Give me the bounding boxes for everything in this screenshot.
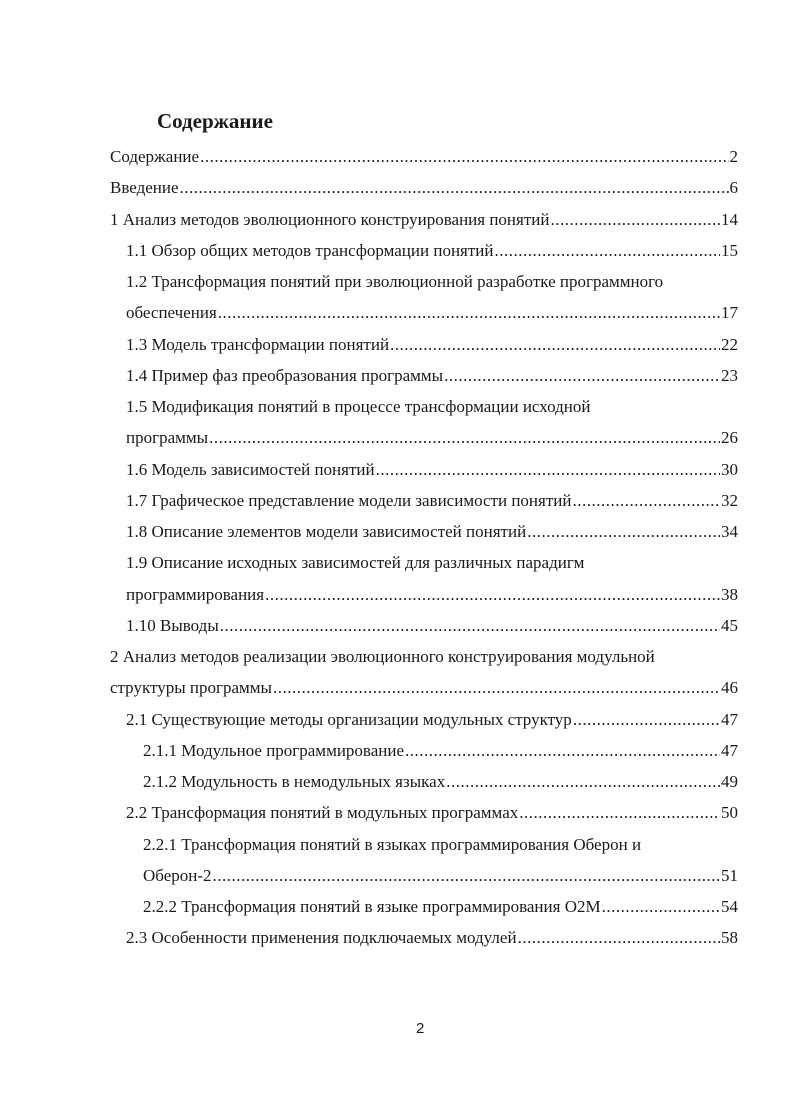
toc-entry-title: 2.2 Трансформация понятий в модульных пр… [126, 803, 519, 823]
toc-entry[interactable]: Содержание 2 [110, 141, 738, 172]
toc-entry[interactable]: 2.2 Трансформация понятий в модульных пр… [110, 797, 738, 828]
toc-entry[interactable]: 1.2 Трансформация понятий при эволюционн… [110, 266, 738, 297]
table-of-contents: Содержание 2 Введение 6 1 Анализ методов эво… [110, 141, 738, 954]
toc-entry-title: 1.6 Модель зависимостей понятий [126, 459, 375, 479]
toc-entry-title: Введение [110, 178, 179, 198]
dot-leader [550, 204, 720, 235]
dot-leader [390, 329, 720, 360]
toc-entry-title-continued: программы [126, 428, 209, 448]
toc-entry-page: 30 [721, 459, 738, 479]
toc-entry[interactable]: 1.7 Графическое представление модели зав… [110, 485, 738, 516]
toc-entry-title: 1.5 Модификация понятий в процессе транс… [126, 397, 591, 416]
toc-entry-continuation[interactable]: структуры программы 46 [110, 672, 738, 703]
toc-entry[interactable]: Введение 6 [110, 172, 738, 203]
toc-entry-page: 32 [721, 490, 738, 510]
dot-leader [602, 891, 720, 922]
toc-entry[interactable]: 2 Анализ методов реализации эволюционног… [110, 641, 738, 672]
toc-entry-title: 2 Анализ методов реализации эволюционног… [110, 647, 655, 666]
dot-leader [209, 422, 720, 453]
toc-entry-title: Содержание [110, 147, 200, 166]
toc-entry-page: 58 [721, 928, 738, 948]
toc-entry-continuation[interactable]: обеспечения 17 [110, 297, 738, 328]
toc-entry[interactable]: 1.4 Пример фаз преобразования программы 2… [110, 360, 738, 391]
toc-entry-page: 6 [729, 178, 739, 198]
toc-entry-page: 14 [721, 209, 738, 229]
dot-leader [218, 297, 720, 328]
dot-leader [518, 922, 720, 953]
toc-entry-page: 45 [721, 615, 738, 635]
toc-entry-title-continued: программирования [126, 584, 265, 604]
toc-entry-page: 47 [721, 740, 738, 760]
toc-entry[interactable]: 1.9 Описание исходных зависимостей для р… [110, 547, 738, 578]
dot-leader [572, 485, 720, 516]
dot-leader [265, 579, 720, 610]
toc-entry-page: 49 [721, 772, 738, 791]
toc-entry-page: 34 [721, 522, 738, 541]
dot-leader [273, 672, 720, 703]
toc-entry-title: 2.2.1 Трансформация понятий в языках про… [143, 834, 642, 854]
toc-entry-page: 17 [721, 303, 738, 323]
toc-entry-continuation[interactable]: программы 26 [110, 422, 738, 453]
toc-entry-title: 1 Анализ методов эволюционного конструир… [110, 209, 550, 229]
dot-leader [180, 172, 729, 203]
dot-leader [405, 735, 720, 766]
toc-entry-continuation[interactable]: программирования 38 [110, 579, 738, 610]
toc-entry-page: 54 [721, 897, 738, 916]
toc-entry[interactable]: 1.1 Обзор общих методов трансформации по… [110, 235, 738, 266]
toc-entry[interactable]: 2.2.1 Трансформация понятий в языках про… [110, 829, 738, 860]
toc-entry-page: 46 [721, 678, 738, 698]
toc-entry[interactable]: 1.10 Выводы 45 [110, 610, 738, 641]
toc-entry-title: 1.2 Трансформация понятий при эволюционн… [126, 272, 664, 291]
toc-entry-title: 2.2.2 Трансформация понятий в языке прог… [143, 897, 601, 916]
dot-leader [444, 360, 720, 391]
toc-entry-title: 2.1.2 Модульность в немодульных языках [143, 772, 446, 791]
toc-entry-title: 1.7 Графическое представление модели зав… [126, 490, 572, 510]
dot-leader [200, 141, 728, 172]
dot-leader [494, 235, 720, 266]
toc-entry[interactable]: 2.3 Особенности применения подключаемых … [110, 922, 738, 953]
toc-entry-title-continued: обеспечения [126, 303, 217, 323]
toc-entry-page: 51 [721, 865, 738, 885]
toc-entry-title-continued: структуры программы [110, 678, 272, 698]
toc-entry-continuation[interactable]: Оберон-2 51 [110, 860, 738, 891]
toc-entry-title: 1.4 Пример фаз преобразования программы [126, 365, 444, 385]
toc-entry-page: 2 [729, 147, 739, 166]
dot-leader [527, 516, 720, 547]
toc-entry-page: 47 [721, 709, 738, 729]
toc-entry[interactable]: 2.2.2 Трансформация понятий в языке прог… [110, 891, 738, 922]
dot-leader [220, 610, 720, 641]
toc-entry[interactable]: 1.5 Модификация понятий в процессе транс… [110, 391, 738, 422]
toc-entry[interactable]: 2.1.1 Модульное программирование 47 [110, 735, 738, 766]
toc-entry[interactable]: 2.1 Существующие методы организации моду… [110, 704, 738, 735]
toc-entry-page: 22 [721, 334, 738, 354]
toc-entry-title: 1.1 Обзор общих методов трансформации по… [126, 240, 494, 260]
toc-entry-title: 1.10 Выводы [126, 615, 219, 635]
toc-entry-page: 50 [721, 803, 738, 823]
toc-entry-title: 1.3 Модель трансформации понятий [126, 334, 390, 354]
toc-entry-page: 38 [721, 584, 738, 604]
toc-entry-title: 2.1.1 Модульное программирование [143, 740, 405, 760]
dot-leader [213, 860, 720, 891]
toc-entry-title: 1.9 Описание исходных зависимостей для р… [126, 553, 585, 573]
dot-leader [519, 797, 720, 828]
toc-entry-title-continued: Оберон-2 [143, 865, 212, 885]
toc-entry-page: 23 [721, 365, 738, 385]
dot-leader [446, 766, 720, 797]
toc-entry-page: 26 [721, 428, 738, 448]
toc-entry[interactable]: 1.8 Описание элементов модели зависимост… [110, 516, 738, 547]
toc-entry-title: 2.1 Существующие методы организации моду… [126, 709, 572, 729]
toc-entry[interactable]: 2.1.2 Модульность в немодульных языках 49 [110, 766, 738, 797]
dot-leader [376, 454, 720, 485]
toc-entry[interactable]: 1.6 Модель зависимостей понятий 30 [110, 454, 738, 485]
dot-leader [573, 704, 720, 735]
toc-entry[interactable]: 1 Анализ методов эволюционного конструир… [110, 204, 738, 235]
toc-entry-title: 1.8 Описание элементов модели зависимост… [126, 522, 527, 541]
toc-entry[interactable]: 1.3 Модель трансформации понятий 22 [110, 329, 738, 360]
page-number: 2 [416, 1020, 425, 1037]
toc-entry-page: 15 [721, 240, 738, 260]
page-title: Содержание [157, 109, 273, 133]
toc-entry-title: 2.3 Особенности применения подключаемых … [126, 928, 517, 948]
